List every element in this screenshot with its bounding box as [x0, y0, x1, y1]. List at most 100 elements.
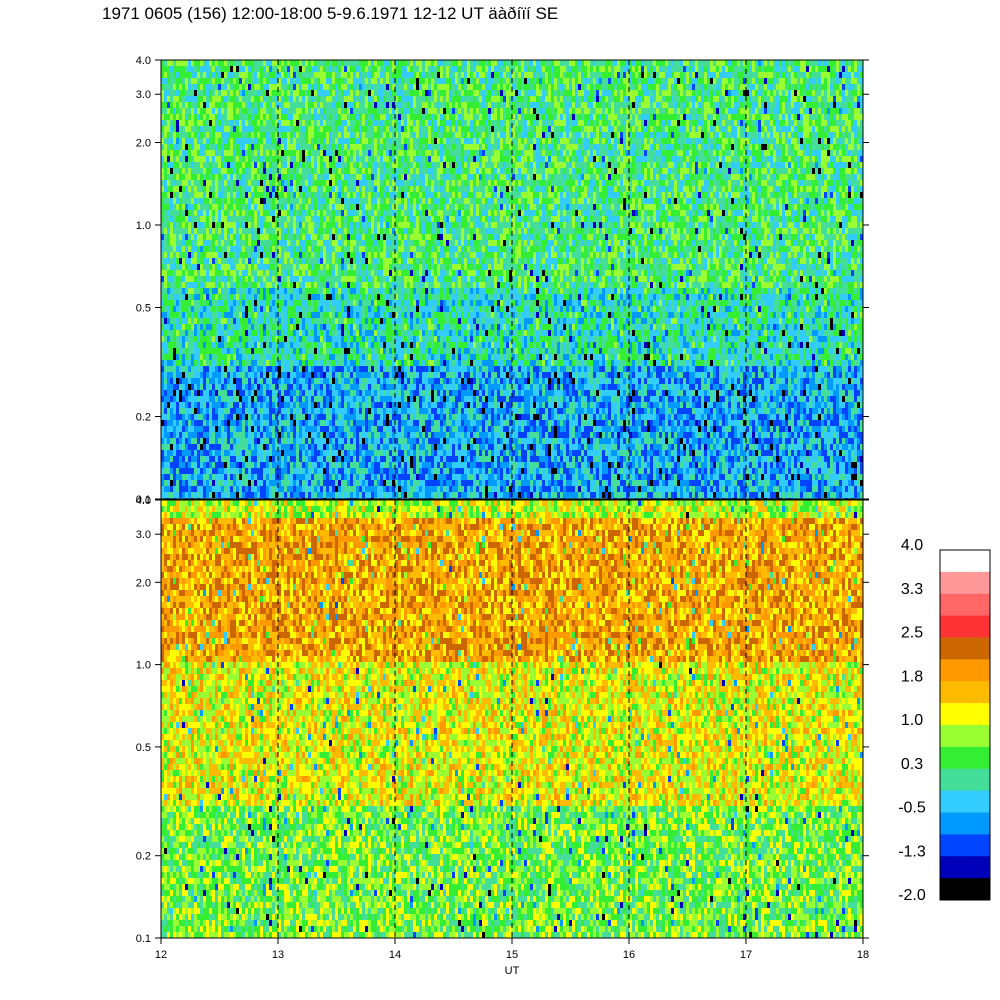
spectrogram-cell — [329, 204, 333, 211]
spectrogram-cell — [218, 84, 222, 91]
spectrogram-cell — [326, 366, 330, 373]
spectrogram-cell — [350, 468, 354, 475]
spectrogram-cell — [359, 108, 363, 115]
spectrogram-cell — [311, 306, 315, 313]
spectrogram-cell — [227, 342, 231, 349]
spectrogram-cell — [302, 288, 306, 295]
spectrogram-cell — [356, 72, 360, 79]
spectrogram-cell — [320, 420, 324, 427]
spectrogram-cell — [350, 486, 354, 493]
spectrogram-cell — [341, 150, 345, 157]
spectrogram-cell — [359, 192, 363, 199]
spectrogram-cell — [251, 90, 255, 97]
spectrogram-cell — [353, 474, 357, 481]
spectrogram-cell — [296, 312, 300, 319]
spectrogram-cell — [161, 102, 165, 109]
spectrogram-cell — [176, 396, 180, 403]
spectrogram-cell — [341, 252, 345, 259]
spectrogram-cell — [272, 114, 276, 121]
spectrogram-cell — [233, 60, 237, 67]
spectrogram-cell — [296, 192, 300, 199]
spectrogram-cell — [278, 420, 282, 427]
spectrogram-cell — [200, 102, 204, 109]
spectrogram-cell — [287, 372, 291, 379]
spectrogram-cell — [353, 408, 357, 415]
spectrogram-cell — [221, 408, 225, 415]
spectrogram-cell — [350, 420, 354, 427]
spectrogram-cell — [332, 420, 336, 427]
spectrogram-cell — [245, 312, 249, 319]
spectrogram-cell — [269, 378, 273, 385]
spectrogram-cell — [269, 138, 273, 145]
spectrogram-cell — [194, 282, 198, 289]
spectrogram-cell — [185, 60, 189, 67]
spectrogram-cell — [164, 168, 168, 175]
spectrogram-cell — [281, 270, 285, 277]
spectrogram-cell — [206, 474, 210, 481]
spectrogram-cell — [266, 222, 270, 229]
spectrogram-cell — [164, 426, 168, 433]
spectrogram-cell — [215, 240, 219, 247]
spectrogram-cell — [284, 78, 288, 85]
spectrogram-cell — [182, 72, 186, 79]
spectrogram-cell — [173, 396, 177, 403]
spectrogram-cell — [206, 354, 210, 361]
spectrogram-cell — [200, 114, 204, 121]
spectrogram-cell — [224, 246, 228, 253]
spectrogram-cell — [344, 438, 348, 445]
spectrogram-cell — [335, 414, 339, 421]
spectrogram-cell — [224, 228, 228, 235]
spectrogram-cell — [221, 270, 225, 277]
spectrogram-cell — [254, 366, 258, 373]
spectrogram-cell — [173, 84, 177, 91]
spectrogram-cell — [248, 396, 252, 403]
spectrogram-cell — [326, 432, 330, 439]
spectrogram-cell — [245, 102, 249, 109]
spectrogram-cell — [353, 246, 357, 253]
spectrogram-cell — [305, 348, 309, 355]
spectrogram-cell — [311, 468, 315, 475]
spectrogram-cell — [353, 144, 357, 151]
spectrogram-cell — [317, 114, 321, 121]
spectrogram-cell — [173, 366, 177, 373]
spectrogram-cell — [287, 96, 291, 103]
spectrogram-cell — [314, 426, 318, 433]
spectrogram-cell — [212, 162, 216, 169]
spectrogram-cell — [266, 492, 270, 499]
spectrogram-cell — [344, 312, 348, 319]
spectrogram-cell — [239, 174, 243, 181]
spectrogram-cell — [308, 300, 312, 307]
spectrogram-cell — [221, 150, 225, 157]
spectrogram-cell — [212, 474, 216, 481]
spectrogram-cell — [359, 462, 363, 469]
spectrogram-cell — [350, 246, 354, 253]
spectrogram-cell — [182, 390, 186, 397]
spectrogram-cell — [332, 186, 336, 193]
spectrogram-cell — [314, 318, 318, 325]
spectrogram-cell — [251, 402, 255, 409]
spectrogram-cell — [230, 264, 234, 271]
spectrogram-cell — [170, 222, 174, 229]
spectrogram-cell — [251, 120, 255, 127]
spectrogram-cell — [209, 204, 213, 211]
spectrogram-cell — [227, 456, 231, 463]
spectrogram-cell — [332, 408, 336, 415]
spectrogram-cell — [215, 342, 219, 349]
spectrogram-cell — [320, 198, 324, 205]
spectrogram-cell — [311, 486, 315, 493]
spectrogram-cell — [257, 156, 261, 163]
spectrogram-cell — [296, 426, 300, 433]
spectrogram-cell — [287, 120, 291, 127]
spectrogram-cell — [266, 486, 270, 493]
spectrogram-cell — [326, 192, 330, 199]
spectrogram-cell — [296, 90, 300, 97]
spectrogram-cell — [179, 366, 183, 373]
spectrogram-cell — [272, 312, 276, 319]
spectrogram-cell — [296, 438, 300, 445]
spectrogram-cell — [254, 396, 258, 403]
spectrogram-cell — [200, 66, 204, 73]
spectrogram-cell — [176, 204, 180, 211]
spectrogram-cell — [362, 180, 366, 187]
spectrogram-cell — [203, 486, 207, 493]
spectrogram-cell — [179, 480, 183, 487]
